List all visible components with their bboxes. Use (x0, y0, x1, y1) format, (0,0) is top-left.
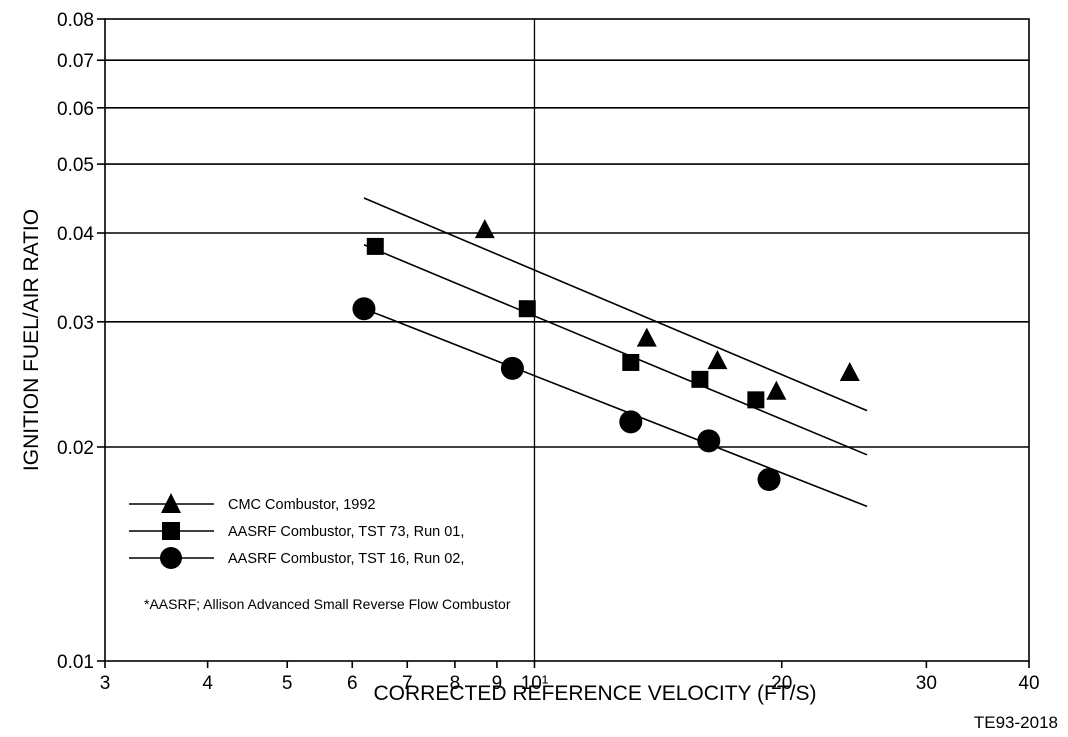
plot-frame (104, 18, 1030, 662)
x-tick-label: 9 (492, 673, 503, 694)
legend: CMC Combustor, 1992 AASRF Combustor, TST… (129, 493, 464, 569)
x-tick-label: 20 (771, 673, 792, 694)
x-tick-label: 5 (282, 673, 293, 694)
x-tick-label: 6 (347, 673, 358, 694)
figure-id: TE93-2018 (974, 713, 1058, 732)
square-point (366, 237, 384, 255)
circle-point (500, 356, 524, 380)
triangle-point (766, 380, 787, 400)
x-tick-labels: 3 4 5 6 7 8 9 10¹ 20 30 40 (100, 661, 1040, 694)
y-tick-label: 0.04 (57, 224, 94, 245)
x-tick-label: 10¹ (521, 673, 548, 694)
legend-label-tst73: AASRF Combustor, TST 73, Run 01, (228, 524, 464, 540)
y-tick-label: 0.08 (57, 10, 94, 31)
legend-square-marker (162, 522, 180, 540)
fit-lines (363, 197, 868, 508)
x-tick-label: 3 (100, 673, 111, 694)
legend-item-tst16: AASRF Combustor, TST 16, Run 02, (129, 547, 464, 569)
square-point (691, 370, 709, 388)
x-tick-label: 40 (1018, 673, 1039, 694)
x-axis-title: CORRECTED REFERENCE VELOCITY (FT/S) (374, 682, 817, 705)
triangle-point (636, 327, 657, 347)
legend-label-cmc: CMC Combustor, 1992 (228, 497, 375, 513)
circle-point (619, 410, 643, 434)
y-tick-label: 0.06 (57, 99, 94, 120)
x-tick-label: 30 (916, 673, 937, 694)
circle-point (352, 297, 376, 321)
fit-line-square (363, 244, 868, 456)
fit-line-circle (363, 307, 868, 508)
fit-line-triangle (363, 197, 868, 412)
legend-triangle-marker (161, 493, 181, 513)
grid-layer (105, 19, 1029, 661)
x-tick-label: 4 (202, 673, 213, 694)
y-tick-label: 0.03 (57, 313, 94, 334)
circle-point (757, 468, 781, 492)
y-axis-title: IGNITION FUEL/AIR RATIO (20, 209, 43, 471)
triangle-point (707, 350, 728, 370)
circle-point (697, 429, 721, 453)
triangle-point (839, 361, 860, 381)
y-tick-label: 0.05 (57, 155, 94, 176)
legend-item-cmc: CMC Combustor, 1992 (129, 493, 375, 513)
y-tick-label: 0.02 (57, 438, 94, 459)
triangle-point (474, 219, 495, 239)
square-point (622, 353, 640, 371)
legend-label-tst16: AASRF Combustor, TST 16, Run 02, (228, 551, 464, 567)
legend-item-tst73: AASRF Combustor, TST 73, Run 01, (129, 522, 464, 540)
square-point (747, 391, 765, 409)
x-tick-label: 8 (450, 673, 461, 694)
x-tick-label: 7 (402, 673, 413, 694)
legend-circle-marker (160, 547, 182, 569)
footnote: *AASRF; Allison Advanced Small Reverse F… (144, 596, 511, 612)
y-tick-label: 0.01 (57, 652, 94, 673)
y-tick-labels: 0.01 0.02 0.03 0.04 0.05 0.06 0.07 0.08 (57, 10, 105, 673)
y-tick-label: 0.07 (57, 51, 94, 72)
data-markers (352, 219, 860, 492)
square-point (518, 300, 536, 318)
